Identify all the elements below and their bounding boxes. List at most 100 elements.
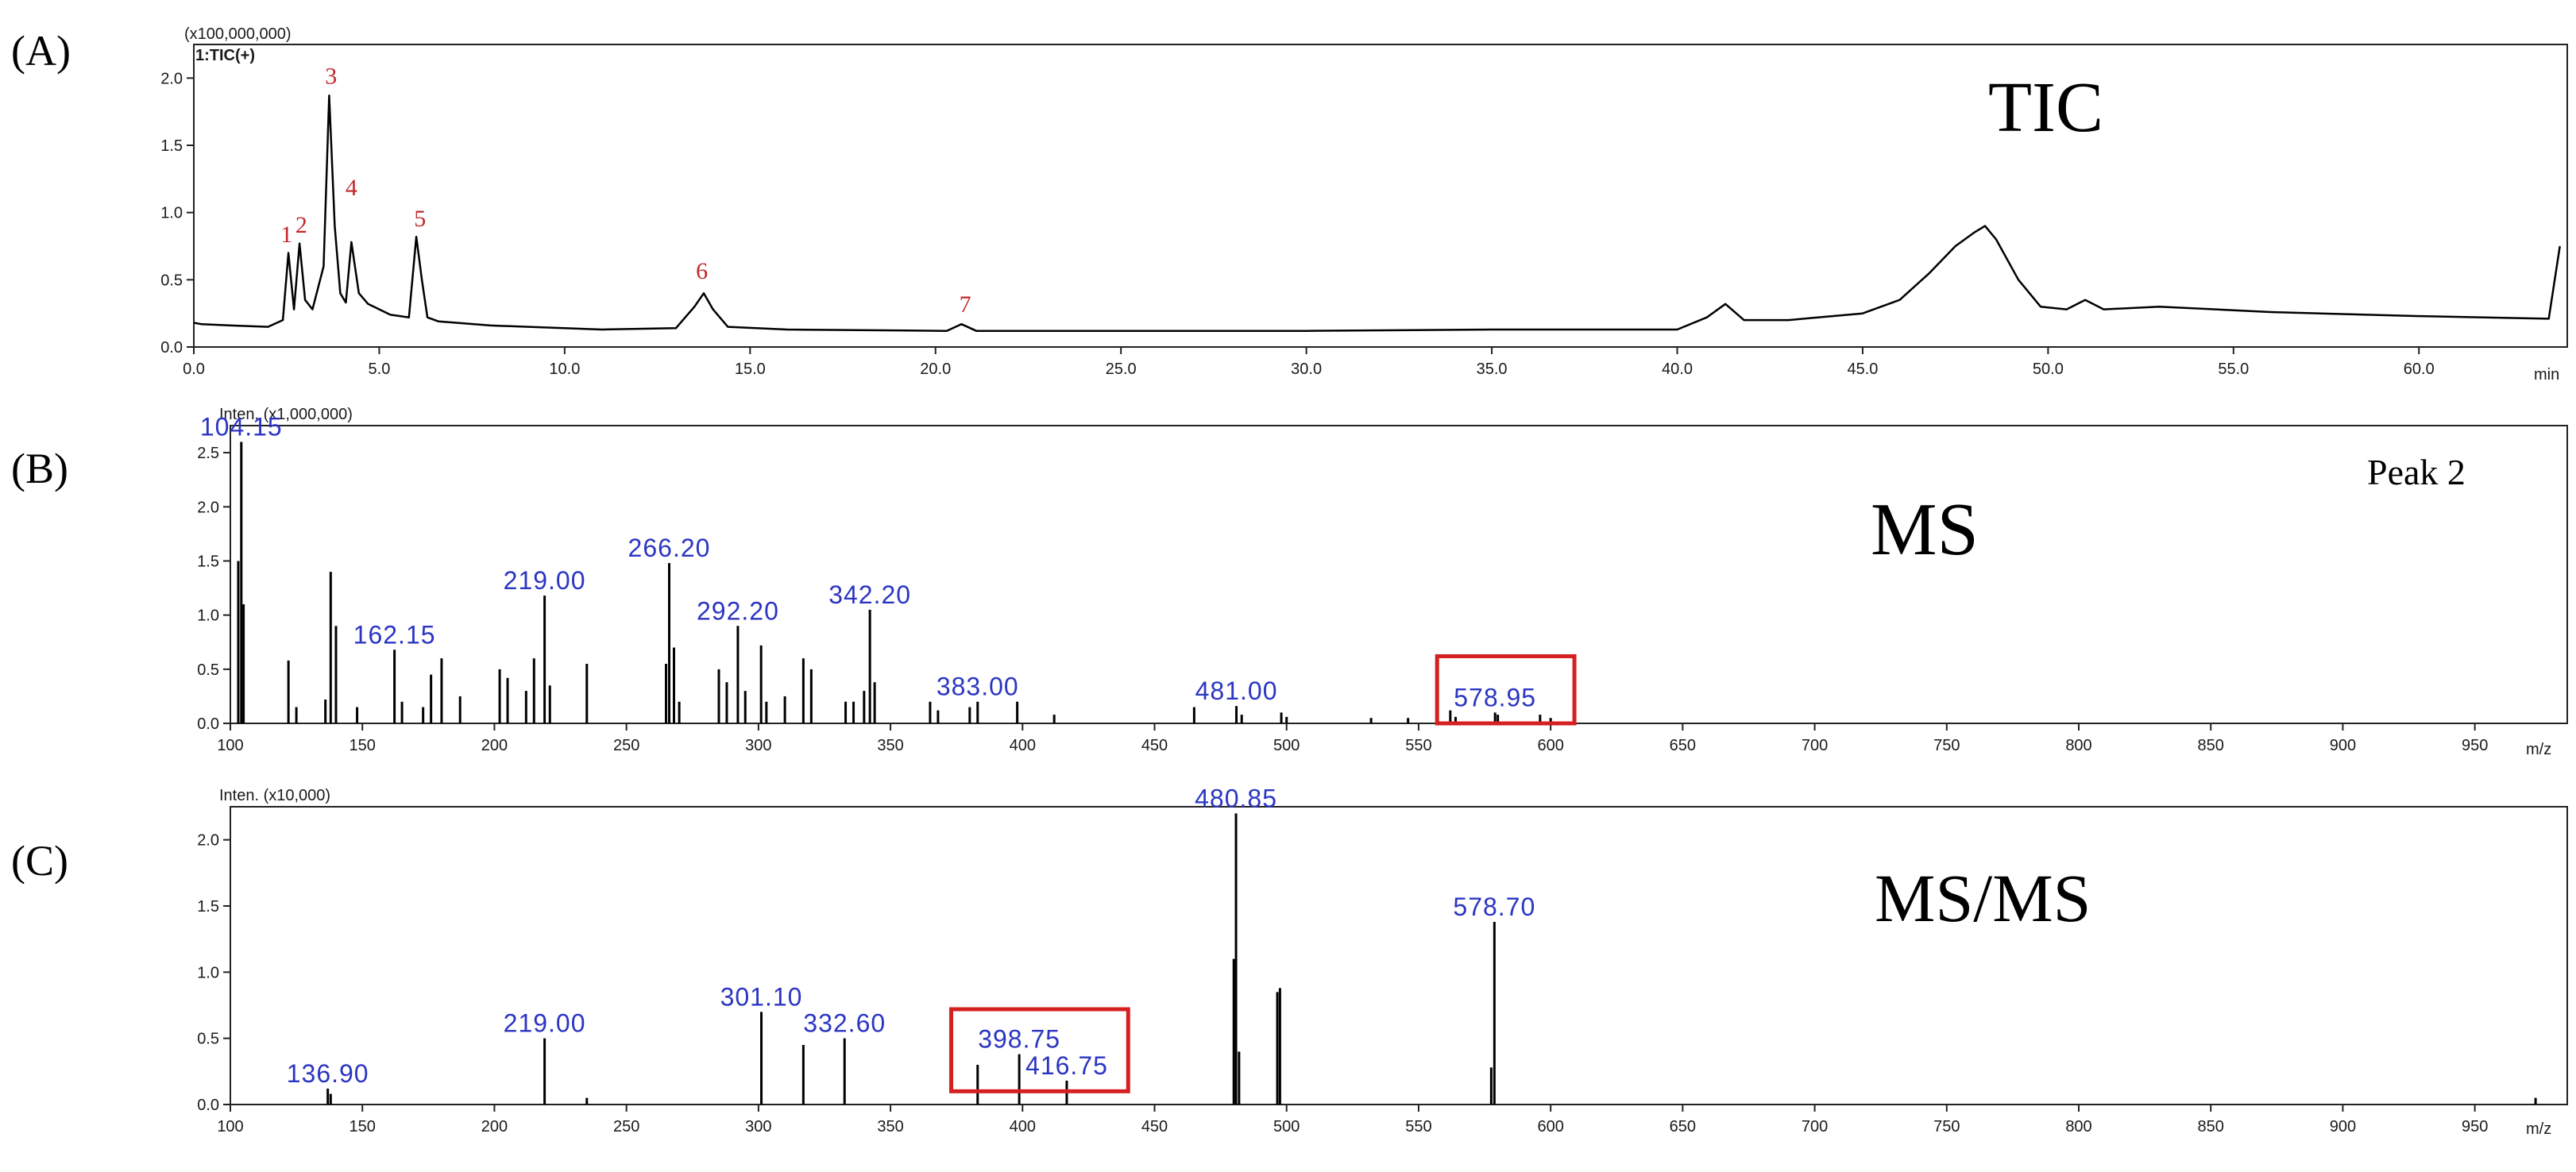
panel-a-title: TIC bbox=[1988, 68, 2103, 147]
x-tick-label: 550 bbox=[1405, 1118, 1431, 1135]
x-tick-label: 100 bbox=[217, 737, 243, 754]
x-tick-label: 900 bbox=[2330, 1118, 2356, 1135]
y-tick-label: 1.0 bbox=[197, 964, 219, 981]
x-tick-label: 800 bbox=[2065, 1118, 2091, 1135]
mz-label: 578.70 bbox=[1453, 892, 1535, 921]
y-tick-label: 0.0 bbox=[197, 715, 219, 733]
x-tick-label: 40.0 bbox=[1662, 360, 1693, 378]
panel-b-title: MS bbox=[1871, 488, 1979, 571]
y-tick-label: 2.5 bbox=[197, 445, 219, 462]
x-tick-label: 400 bbox=[1010, 737, 1036, 754]
tic-peak-label: 5 bbox=[414, 206, 426, 232]
x-tick-label: 55.0 bbox=[2218, 360, 2249, 378]
panel-b-label: (B) bbox=[11, 445, 68, 492]
x-tick-label: 600 bbox=[1537, 1118, 1563, 1135]
panel-b-subtitle: Peak 2 bbox=[2367, 452, 2466, 492]
mz-label: 266.20 bbox=[628, 534, 711, 562]
panel-c-label: (C) bbox=[11, 837, 68, 885]
panel-b-axes: 100 150 200 250 300 350 400 450 500 550 600 650 700 7… bbox=[197, 445, 2488, 754]
panel-a: (A) (x100,000,000) 1:TIC(+) TIC min 0.0 5… bbox=[11, 25, 2568, 384]
tic-trace-line bbox=[193, 94, 2561, 332]
x-tick-label: 450 bbox=[1141, 1118, 1168, 1135]
x-tick-label: 50.0 bbox=[2033, 360, 2064, 378]
x-tick-label: 350 bbox=[877, 737, 903, 754]
y-tick-label: 0.5 bbox=[197, 1031, 219, 1048]
tic-peak-label: 1 bbox=[280, 222, 292, 248]
y-tick-label: 1.5 bbox=[197, 553, 219, 570]
mz-label: 219.00 bbox=[504, 1009, 586, 1038]
x-tick-label: 400 bbox=[1010, 1118, 1036, 1135]
panel-b: (B) Inten. (x1,000,000) MS Peak 2 m/z 10… bbox=[11, 406, 2568, 758]
x-tick-label: 100 bbox=[217, 1118, 243, 1135]
x-tick-label: 500 bbox=[1273, 1118, 1300, 1135]
x-tick-label: 45.0 bbox=[1847, 360, 1878, 378]
x-tick-label: 15.0 bbox=[735, 360, 766, 378]
tic-peak-label: 4 bbox=[346, 175, 357, 201]
tic-peak-label: 7 bbox=[960, 291, 971, 318]
y-tick-label: 1.5 bbox=[197, 898, 219, 916]
x-tick-label: 950 bbox=[2462, 1118, 2488, 1135]
panel-a-xlabel: min bbox=[2534, 366, 2559, 384]
x-tick-label: 850 bbox=[2198, 737, 2224, 754]
x-tick-label: 20.0 bbox=[920, 360, 951, 378]
panel-a-label: (A) bbox=[11, 27, 71, 75]
highlight-box bbox=[949, 1007, 1130, 1093]
x-tick-label: 150 bbox=[350, 1118, 376, 1135]
x-tick-label: 30.0 bbox=[1291, 360, 1322, 378]
y-tick-label: 0.0 bbox=[160, 339, 183, 357]
tic-peak-label: 2 bbox=[295, 212, 307, 238]
y-tick-label: 0.5 bbox=[197, 661, 219, 679]
mz-label: 480.85 bbox=[1195, 784, 1277, 812]
y-tick-label: 2.0 bbox=[197, 832, 219, 850]
y-tick-label: 2.0 bbox=[160, 70, 183, 87]
mz-label: 416.75 bbox=[1025, 1051, 1108, 1080]
x-tick-label: 750 bbox=[1933, 737, 1960, 754]
x-tick-label: 150 bbox=[350, 737, 376, 754]
panel-b-scale-note: Inten. (x1,000,000) bbox=[219, 406, 353, 423]
x-tick-label: 200 bbox=[481, 737, 508, 754]
mz-label: 342.20 bbox=[828, 580, 911, 609]
x-tick-label: 650 bbox=[1670, 737, 1696, 754]
x-tick-label: 10.0 bbox=[549, 360, 580, 378]
panel-a-frame bbox=[193, 44, 2568, 348]
panel-c-scale-note: Inten. (x10,000) bbox=[219, 787, 330, 804]
x-tick-label: 25.0 bbox=[1106, 360, 1137, 378]
y-tick-label: 1.0 bbox=[197, 607, 219, 625]
x-tick-label: 900 bbox=[2330, 737, 2356, 754]
mz-label: 301.10 bbox=[720, 982, 803, 1011]
panel-c: (C) Inten. (x10,000) MS/MS m/z 100 150 200… bbox=[11, 784, 2568, 1138]
panel-a-trace-label: 1:TIC(+) bbox=[195, 47, 255, 64]
highlight-box bbox=[1435, 653, 1577, 726]
x-tick-label: 750 bbox=[1933, 1118, 1960, 1135]
x-tick-label: 600 bbox=[1537, 737, 1563, 754]
x-tick-label: 350 bbox=[877, 1118, 903, 1135]
panel-a-marks: 1 2 3 4 5 6 7 bbox=[193, 63, 2561, 332]
y-tick-label: 0.0 bbox=[197, 1097, 219, 1114]
y-tick-label: 2.0 bbox=[197, 499, 219, 516]
x-tick-label: 450 bbox=[1141, 737, 1168, 754]
x-tick-label: 300 bbox=[745, 737, 771, 754]
x-tick-label: 300 bbox=[745, 1118, 771, 1135]
x-tick-label: 250 bbox=[613, 737, 639, 754]
x-tick-label: 200 bbox=[481, 1118, 508, 1135]
panel-a-axes: 0.0 5.0 10.0 15.0 20.0 25.0 30.0 35.0 40.0 45.0 50… bbox=[160, 70, 2435, 378]
x-tick-label: 850 bbox=[2198, 1118, 2224, 1135]
panel-c-xlabel: m/z bbox=[2526, 1120, 2551, 1138]
mz-label: 398.75 bbox=[978, 1025, 1060, 1054]
mz-label: 162.15 bbox=[353, 620, 436, 649]
panel-b-marks: 104.15 162.15 219.00 266.20 292.20 342.20 383.… bbox=[200, 412, 1577, 726]
mz-label: 136.90 bbox=[287, 1059, 369, 1088]
y-tick-label: 1.5 bbox=[160, 137, 183, 155]
x-tick-label: 60.0 bbox=[2404, 360, 2435, 378]
x-tick-label: 250 bbox=[613, 1118, 639, 1135]
x-tick-label: 0.0 bbox=[183, 360, 205, 378]
y-tick-label: 1.0 bbox=[160, 205, 183, 222]
x-tick-label: 950 bbox=[2462, 737, 2488, 754]
panel-c-frame bbox=[230, 806, 2568, 1105]
mz-label: 332.60 bbox=[803, 1009, 886, 1038]
panel-c-title: MS/MS bbox=[1875, 860, 2091, 936]
mz-label: 292.20 bbox=[697, 596, 779, 625]
mz-label: 481.00 bbox=[1195, 677, 1278, 705]
